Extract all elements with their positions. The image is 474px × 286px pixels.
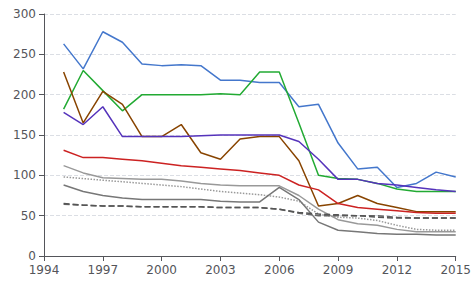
svg-text:2012: 2012 — [382, 263, 413, 277]
svg-text:250: 250 — [13, 47, 36, 61]
svg-text:300: 300 — [13, 7, 36, 21]
svg-text:2009: 2009 — [323, 263, 354, 277]
svg-text:200: 200 — [13, 88, 36, 102]
svg-text:2015: 2015 — [440, 263, 471, 277]
svg-text:150: 150 — [13, 128, 36, 142]
svg-text:2003: 2003 — [205, 263, 236, 277]
svg-text:50: 50 — [21, 209, 36, 223]
svg-text:1994: 1994 — [29, 263, 60, 277]
svg-text:2006: 2006 — [264, 263, 295, 277]
svg-text:1997: 1997 — [88, 263, 119, 277]
svg-text:2000: 2000 — [146, 263, 177, 277]
svg-text:100: 100 — [13, 168, 36, 182]
svg-text:0: 0 — [28, 249, 36, 263]
